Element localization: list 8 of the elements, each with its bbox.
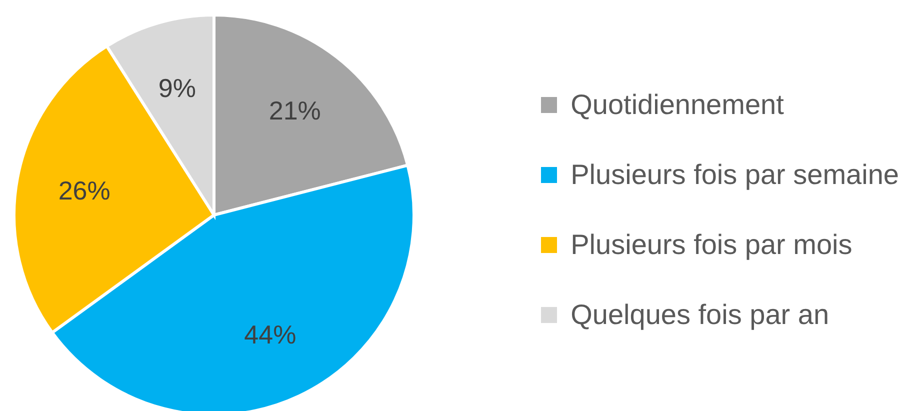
data-label: 9% bbox=[158, 73, 196, 104]
data-label: 26% bbox=[58, 175, 110, 206]
legend-label: Plusieurs fois par semaine bbox=[570, 158, 899, 190]
data-label: 44% bbox=[244, 319, 296, 350]
data-label: 21% bbox=[268, 96, 321, 126]
legend-label: Quotidiennement bbox=[570, 88, 784, 120]
legend-label: Quelques fois par an bbox=[570, 298, 830, 330]
legend-label: Plusieurs fois par mois bbox=[570, 228, 852, 260]
